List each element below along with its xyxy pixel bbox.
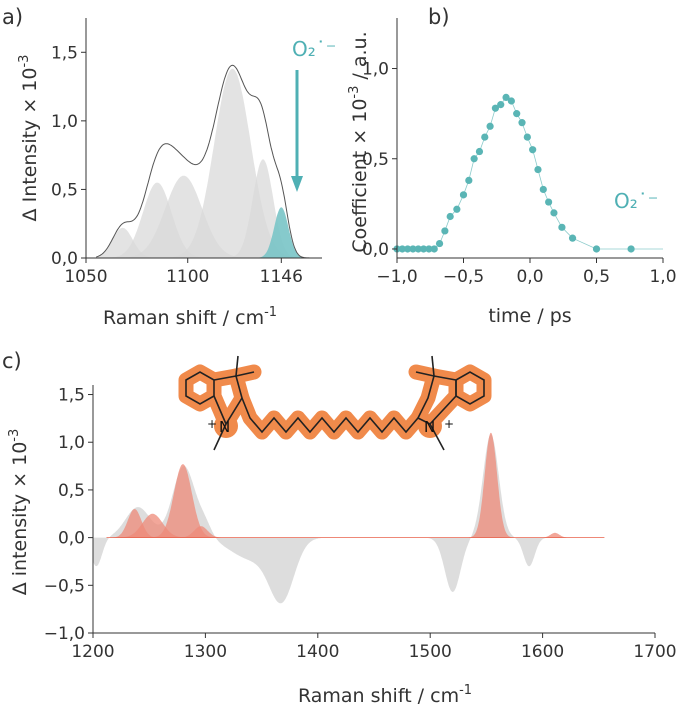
panel-c-ytick-label: −1,0: [44, 624, 85, 644]
panel-a-ytick-label: 0,5: [51, 180, 78, 200]
panel-b-series-line: [397, 96, 664, 250]
panel-c-xtick-label: 1600: [521, 642, 564, 662]
panel-b-data-point: [481, 133, 489, 141]
panel-c-fit-component: [106, 464, 605, 538]
panel-b-xtick-label: 0,5: [583, 267, 610, 287]
panel-a-ytick-label: 1,5: [51, 43, 78, 63]
panel-b-data-point: [507, 97, 515, 105]
panel-c-xtick-label: 1700: [633, 642, 676, 662]
panel-b-ytick-label: 0,5: [362, 150, 389, 170]
panel-c-xtick-label: 1300: [184, 642, 227, 662]
panel-a-x-label: Raman shift / cm-1: [103, 305, 277, 329]
panel-a-component-band: [96, 227, 322, 258]
panel-b-data-point: [446, 212, 454, 221]
panel-b-data-point: [404, 245, 412, 253]
panel-c-x-label: Raman shift / cm-1: [298, 683, 472, 707]
panel-b-ticks: −1,0 −0,5 0,0 0,5 1,0 0,0 0,5 1,0: [362, 60, 677, 287]
panel-c: c) 1200 1300 1400 1500 1600 1700 −1,0 −0,5 0,0 0,…: [2, 349, 677, 707]
panel-c-ytick-label: 1,5: [58, 386, 85, 406]
panel-c-ticks: 1200 1300 1400 1500 1600 1700 −1,0 −0,5 0,0 0,5 1,…: [44, 386, 677, 662]
panel-b-data-point: [486, 122, 494, 130]
panel-c-xtick-label: 1500: [409, 642, 452, 662]
panel-a-label: a): [2, 5, 23, 29]
panel-c-xtick-label: 1400: [296, 642, 339, 662]
panel-b-data-point: [425, 245, 433, 253]
panel-b-data-point: [420, 245, 428, 253]
molecule-nitrogen-left: N: [219, 418, 230, 436]
panel-b-label: b): [428, 5, 450, 29]
panel-c-ytick-label: 0,5: [58, 481, 85, 501]
panel-b-annotation: O₂˙⁻: [614, 189, 658, 213]
panel-a-ticks: 1050 1100 1146 0,0 0,5 1,0 1,5: [51, 43, 303, 287]
panel-b-data-point: [502, 93, 510, 101]
panel-b-data-point: [539, 185, 547, 194]
panel-b-data-point: [627, 245, 635, 253]
panel-b-data-point: [491, 104, 500, 112]
panel-a-annotation: O₂˙⁻: [292, 37, 336, 61]
panel-a-xtick-label: 1050: [64, 267, 107, 287]
panel-b-y-label: Coefficient × 10-3 / a.u.: [347, 31, 371, 252]
panel-b-data-point: [534, 165, 542, 174]
panel-b-x-label: time / ps: [488, 305, 571, 327]
panel-a-y-label: Δ Intensity × 10-3: [17, 55, 41, 222]
panel-b-xtick-label: −1,0: [376, 267, 417, 287]
panel-a-ytick-label: 0,0: [51, 249, 78, 269]
molecule-charge-left: +: [207, 417, 217, 431]
panel-b-data-point: [550, 209, 558, 217]
panel-a-xtick-label: 1146: [260, 267, 303, 287]
panel-a: a) 1050 1100 1146 0,0 0,5 1,0 1,5 Raman shift …: [2, 5, 336, 329]
panel-b-data-point: [523, 133, 531, 141]
panel-c-ytick-label: 0,0: [58, 529, 85, 549]
panel-b-data-point: [545, 198, 553, 206]
panel-c-fit-component: [106, 532, 605, 538]
panel-b-data-point: [409, 245, 417, 253]
panel-a-ytick-label: 1,0: [51, 112, 78, 132]
panel-a-plot-area: [96, 64, 322, 259]
panel-c-y-label: Δ intensity × 10-3: [7, 429, 31, 596]
panel-b-data-point: [430, 245, 438, 253]
molecule-nitrogen-right: N: [424, 418, 435, 436]
panel-b-data-point: [465, 176, 473, 185]
panel-b-xtick-label: 1,0: [649, 267, 676, 287]
panel-b-data-point: [470, 155, 478, 163]
panel-c-fit-component: [106, 513, 605, 538]
panel-b-data-point: [513, 110, 521, 118]
molecule-structure: N + N +: [178, 355, 492, 451]
panel-a-arrow-head: [291, 176, 303, 192]
panel-b-data-point: [459, 191, 468, 199]
molecule-charge-right: +: [444, 417, 454, 431]
panel-b-data-point: [414, 245, 422, 253]
panel-c-ytick-label: 1,0: [58, 433, 85, 453]
panel-c-xtick-label: 1200: [71, 642, 114, 662]
panel-b-data-point: [592, 245, 601, 253]
panel-a-xtick-label: 1100: [166, 267, 209, 287]
panel-b-xtick-label: −0,5: [443, 267, 484, 287]
panel-a-component-band: [96, 159, 322, 258]
panel-b-data-point: [529, 146, 537, 154]
panel-b-data-point: [518, 119, 526, 127]
panel-b-data-point: [441, 227, 449, 235]
panel-c-fit-component: [106, 526, 605, 538]
panel-a-component-band: [96, 68, 322, 258]
panel-b-data-point: [475, 147, 484, 156]
panel-b: b) −1,0 −0,5 0,0 0,5 1,00,00,51,0 time / ps …: [347, 5, 677, 327]
panel-a-highlight-band: [96, 207, 322, 258]
panel-c-ytick-label: −0,5: [44, 576, 85, 596]
panel-b-plot-area: [393, 93, 664, 253]
molecule-skeleton: [185, 355, 485, 451]
panel-b-data-point: [398, 245, 406, 253]
panel-a-envelope-line: [96, 64, 322, 259]
panel-b-ytick-label: 1,0: [362, 60, 389, 80]
panel-b-ytick-label: 0,0: [362, 240, 389, 260]
panel-b-data-point: [497, 101, 505, 109]
panel-b-data-point: [568, 234, 577, 242]
panel-b-data-point: [453, 205, 461, 213]
panel-c-label: c): [2, 349, 22, 373]
panel-b-xtick-label: 0,0: [516, 267, 543, 287]
panel-b-data-point: [435, 239, 444, 248]
panel-b-data-point: [558, 223, 566, 231]
panel-c-plot-area: [93, 432, 605, 604]
